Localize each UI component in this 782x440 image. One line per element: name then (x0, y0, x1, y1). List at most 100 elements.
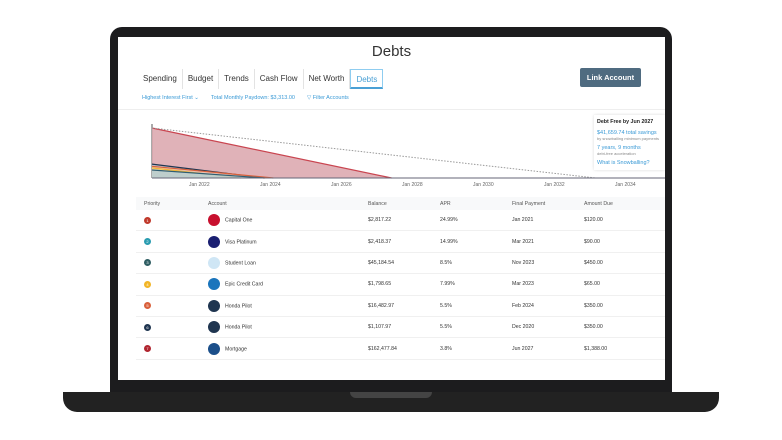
filter-accounts-button[interactable]: ▽ Filter Accounts (307, 95, 349, 101)
sort-dropdown[interactable]: Highest Interest First ⌄ (142, 95, 199, 101)
balance-cell: $2,817.22 (368, 217, 392, 224)
panel-title: Debt Free by Jun 2027 (597, 119, 654, 125)
minimum-payment-line (151, 127, 596, 179)
apr-cell: 3.8% (440, 345, 452, 352)
balance-cell: $16,482.97 (368, 302, 394, 309)
account-cell: Capital One (208, 214, 368, 227)
area-student-loan (152, 169, 265, 178)
x-tick-label: Jan 2022 (189, 182, 210, 188)
account-name[interactable]: Honda Pilot (225, 324, 252, 331)
account-name[interactable]: Student Loan (225, 260, 256, 267)
amount-due-cell: $90.00 (584, 238, 600, 245)
apr-cell: 8.5% (440, 259, 452, 266)
laptop-base (63, 392, 719, 412)
page-title: Debts (371, 43, 412, 60)
account-name[interactable]: Mortgage (225, 345, 247, 352)
link-account-button[interactable]: Link Account (580, 68, 641, 87)
priority-cell: 4 (136, 280, 208, 288)
account-cell: Honda Pilot (208, 321, 368, 334)
x-tick-label: Jan 2026 (331, 182, 352, 188)
table-row[interactable]: 4 Epic Credit Card $1,798.65 7.99% Mar 2… (136, 274, 665, 296)
account-name[interactable]: Epic Credit Card (225, 281, 264, 288)
tab-trends[interactable]: Trends (219, 69, 255, 89)
savings-sub: by snowballing minimum payments (597, 136, 660, 141)
laptop-notch (350, 392, 432, 398)
col-priority[interactable]: Priority (144, 200, 161, 207)
apr-cell: 14.99% (440, 238, 458, 245)
tab-net-worth[interactable]: Net Worth (304, 69, 351, 89)
priority-cell: 2 (136, 238, 208, 246)
amount-due-cell: $65.00 (584, 281, 600, 288)
balance-cell: $2,418.37 (368, 238, 392, 245)
priority-cell: 5 (136, 302, 208, 310)
priority-badge: 4 (144, 280, 151, 288)
accel-sub: debt-free acceleration (597, 151, 636, 156)
balance-cell: $45,184.54 (368, 259, 394, 266)
amount-due-cell: $350.00 (584, 324, 603, 331)
amount-due-cell: $120.00 (584, 217, 603, 224)
x-tick-label: Jan 2034 (615, 182, 636, 188)
amount-due-cell: $350.00 (584, 302, 603, 309)
col-account[interactable]: Account (208, 200, 227, 207)
account-cell: Honda Pilot (208, 299, 368, 312)
priority-badge: 2 (144, 238, 151, 246)
final-payment-cell: Jan 2021 (512, 217, 534, 224)
capital-one-logo-icon (208, 214, 220, 227)
final-payment-cell: Feb 2024 (512, 302, 534, 309)
col-balance[interactable]: Balance (368, 200, 387, 207)
final-payment-cell: Mar 2023 (512, 281, 534, 288)
student-loan-logo-icon (208, 256, 220, 269)
table-row[interactable]: 7 Mortgage $162,477.84 3.8% Jun 2027 $1,… (136, 338, 665, 360)
filter-icon: ▽ (306, 95, 313, 101)
account-cell: Visa Platinum (208, 235, 368, 248)
account-cell: Mortgage (208, 342, 368, 355)
apr-cell: 5.5% (440, 324, 452, 331)
snowballing-link[interactable]: What is Snowballing? (597, 160, 650, 166)
tab-budget[interactable]: Budget (183, 69, 220, 89)
table-row[interactable]: 5 Honda Pilot $16,482.97 5.5% Feb 2024 $… (136, 296, 665, 317)
col-amount-due[interactable]: Amount Due (584, 200, 613, 207)
honda-logo-icon (208, 299, 220, 312)
priority-badge: 1 (144, 216, 151, 224)
priority-badge: 7 (144, 345, 151, 353)
filter-bar: Highest Interest First ⌄ Total Monthly P… (142, 95, 349, 101)
priority-badge: 6 (144, 323, 151, 331)
screen: Debts Spending Budget Trends Cash Flow N… (118, 37, 665, 380)
col-apr[interactable]: APR (440, 200, 451, 207)
final-payment-cell: Jun 2027 (512, 345, 534, 352)
balance-cell: $1,798.65 (368, 281, 392, 288)
col-final-payment[interactable]: Final Payment (512, 200, 546, 207)
amount-due-cell: $450.00 (584, 259, 603, 266)
priority-cell: 1 (136, 216, 208, 224)
table-header: Priority Account Balance APR Final Payme… (136, 197, 665, 210)
priority-cell: 6 (136, 323, 208, 331)
table-row[interactable]: 1 Capital One $2,817.22 24.99% Jan 2021 … (136, 210, 665, 232)
amount-due-cell: $1,388.00 (584, 345, 608, 352)
account-cell: Epic Credit Card (208, 278, 368, 291)
filter-label: Filter Accounts (312, 95, 349, 101)
priority-cell: 3 (136, 259, 208, 267)
final-payment-cell: Mar 2021 (512, 238, 534, 245)
table-row[interactable]: 6 Honda Pilot $1,107.97 5.5% Dec 2020 $3… (136, 317, 665, 339)
debts-table: Priority Account Balance APR Final Payme… (136, 197, 665, 360)
x-tick-label: Jan 2028 (402, 182, 423, 188)
tab-debts[interactable]: Debts (350, 69, 384, 89)
account-name[interactable]: Capital One (225, 217, 253, 224)
tab-cash-flow[interactable]: Cash Flow (255, 69, 304, 89)
account-name[interactable]: Visa Platinum (225, 238, 257, 245)
x-tick-label: Jan 2032 (544, 182, 565, 188)
tab-spending[interactable]: Spending (138, 69, 183, 89)
balance-cell: $162,477.84 (368, 345, 397, 352)
x-tick-label: Jan 2030 (473, 182, 494, 188)
balance-cell: $1,107.97 (368, 324, 392, 331)
table-row[interactable]: 3 Student Loan $45,184.54 8.5% Nov 2023 … (136, 253, 665, 275)
snowball-panel: Debt Free by Jun 2027 $41,659.74 total s… (594, 115, 665, 170)
monthly-paydown: Total Monthly Paydown: $3,313.00 (210, 95, 295, 101)
honda-logo-icon (208, 321, 220, 334)
line-mortgage (151, 127, 392, 179)
final-payment-cell: Nov 2023 (512, 259, 535, 266)
bank-logo-icon (208, 278, 220, 291)
account-name[interactable]: Honda Pilot (225, 303, 252, 310)
debt-chart: Jan 2022 Jan 2024 Jan 2026 Jan 2028 Jan 2030… (151, 124, 665, 188)
table-row[interactable]: 2 Visa Platinum $2,418.37 14.99% Mar 202… (136, 231, 665, 253)
